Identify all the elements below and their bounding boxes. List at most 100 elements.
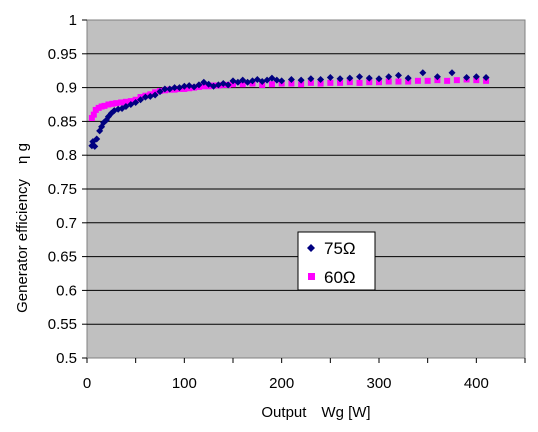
data-point [113,100,120,107]
data-point [278,77,286,85]
data-point [419,69,427,77]
data-point [307,79,314,86]
data-point [175,84,183,92]
legend-label-75ohm: 75Ω [324,239,356,258]
data-point [273,76,281,84]
data-point [433,73,441,81]
data-point [395,78,402,85]
y-tick-label: 0.7 [56,215,77,232]
data-point [161,85,169,93]
series-75ohm [88,69,490,150]
legend-label-60ohm: 60Ω [324,268,356,287]
data-point [414,77,421,84]
data-point [180,82,188,90]
data-point [118,99,125,106]
x-axis-title: Output Wg [W] [261,404,370,421]
data-point [463,73,471,81]
data-point [297,76,305,84]
data-point [248,77,256,85]
data-point [214,81,222,89]
data-point [88,115,95,122]
legend-box [297,231,376,291]
data-point [356,79,363,86]
y-tick-label: 0.75 [48,181,77,198]
y-tick-label: 0.65 [48,249,77,266]
y-tick-label: 1 [69,12,77,29]
data-point [453,77,460,84]
data-point [229,77,237,85]
data-point [356,73,364,81]
data-point [448,69,456,77]
y-tick-label: 0.8 [56,147,77,164]
data-point [298,81,305,88]
data-point [472,73,480,81]
data-point [93,135,101,143]
data-point [200,83,207,90]
data-point [424,77,431,84]
data-point [365,74,373,82]
y-tick-label: 0.85 [48,113,77,130]
y-tick-label: 0.5 [56,350,77,367]
data-point [317,75,325,83]
data-point [288,80,295,87]
data-point [122,98,129,105]
data-point [171,84,179,92]
data-point [151,91,159,99]
y-tick-label: 0.55 [48,316,77,333]
data-point [346,79,353,86]
x-tick-label: 0 [83,375,91,392]
data-point [375,75,383,83]
x-axis-ticks: 0 100 200 300 400 [83,358,526,392]
data-point [366,79,373,86]
y-axis-ticks: 0.5 0.55 0.6 0.65 0.7 0.75 0.8 0.85 0.9 0.95 1 [48,12,87,367]
y-tick-label: 0.9 [56,80,77,97]
legend-marker-60ohm [308,273,315,280]
y-tick-label: 0.6 [56,282,77,299]
data-point [307,75,315,83]
y-tick-label: 0.95 [48,46,77,63]
x-tick-label: 400 [464,375,489,392]
x-tick-label: 100 [172,375,197,392]
data-point [385,73,393,81]
data-point [156,88,164,96]
legend-marker-75ohm [307,244,315,252]
legend: 75Ω 60Ω [297,231,376,291]
data-point [287,75,295,83]
data-point [90,111,97,118]
gridlines [87,53,525,325]
data-point [137,96,145,104]
data-point [258,78,266,86]
data-point [404,74,412,82]
data-point [91,142,99,150]
x-tick-label: 200 [269,375,294,392]
y-axis-title: Generator efficiency η g [14,143,31,313]
data-point [146,92,154,100]
data-point [394,71,402,79]
data-point [268,81,275,88]
data-point [166,85,174,93]
data-point [336,75,344,83]
data-point [219,80,227,88]
data-point [109,100,116,107]
data-point [346,74,354,82]
data-point [317,80,324,87]
data-point [482,73,490,81]
x-tick-label: 300 [366,375,391,392]
data-point [141,93,149,101]
data-point [132,98,140,106]
data-point [195,81,203,89]
data-point [210,82,218,90]
data-point [101,102,108,109]
data-point [185,82,193,90]
data-point [385,78,392,85]
data-point [224,81,232,89]
data-point [326,73,334,81]
data-point [327,79,334,86]
data-point [337,79,344,86]
series-layer [88,69,490,150]
data-point [239,81,246,88]
data-point [244,78,252,86]
data-point [105,101,112,108]
data-point [444,77,451,84]
